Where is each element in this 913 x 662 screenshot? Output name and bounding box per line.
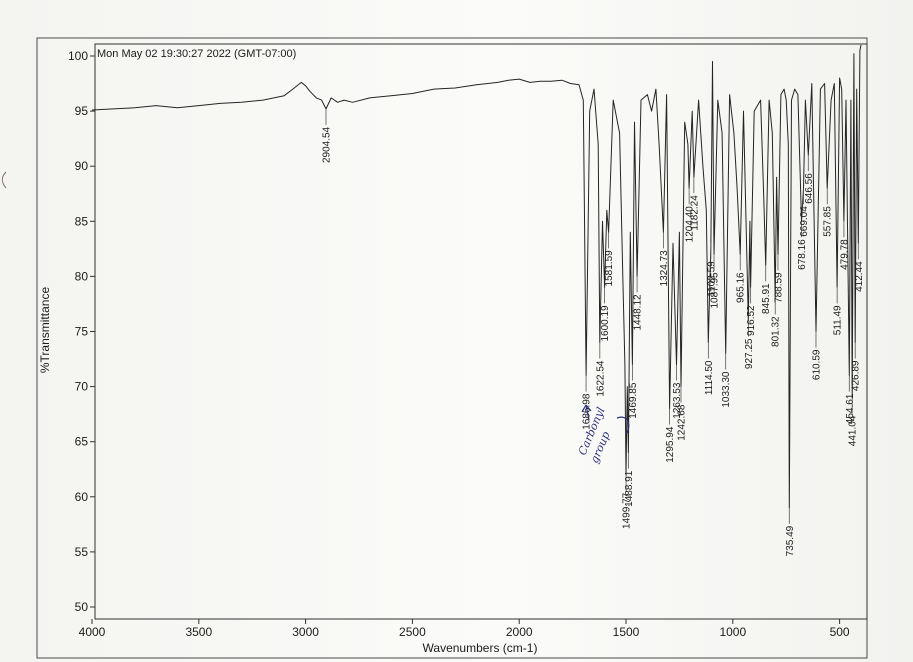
peak-label: 669.04 [799,206,810,237]
peak-label: 1499.77 [622,492,633,529]
x-tick-label: 2500 [399,625,426,639]
y-tick-label: 60 [75,490,89,504]
y-tick-label: 85 [75,214,89,228]
y-tick-label: 75 [75,325,89,339]
y-tick-label: 50 [75,600,89,614]
peak-label: 1033.30 [721,371,732,408]
y-tick-label: 70 [75,380,89,394]
x-tick-label: 1500 [613,625,640,639]
timestamp-header: Mon May 02 19:30:27 2022 (GMT-07:00) [97,48,296,60]
note-arrow [581,404,592,421]
x-tick-label: 4000 [79,625,106,639]
y-axis-ticks: 50 55 60 65 70 75 80 85 90 95 100 [68,49,95,614]
peak-label: 610.59 [812,349,823,380]
y-tick-label: 90 [75,159,89,173]
peak-label: 1263.53 [672,382,683,419]
peak-label: 1114.50 [704,360,715,395]
peak-label: 646.56 [804,173,815,204]
peak-label: 1600.19 [600,305,611,342]
peak-label-layer: 2904.541686.981622.541600.191581.591499.… [322,108,865,556]
spectrum-series [91,44,862,509]
peak-label: 1182.24 [689,195,700,231]
peak-label: 1324.73 [659,250,670,287]
peak-label: 1581.59 [604,250,615,287]
peak-label: 678.16 [797,239,808,270]
y-tick-label: 95 [75,104,89,118]
spectrum-line [91,44,862,509]
peak-label: 788.59 [774,272,785,303]
peak-label: 412.44 [854,261,865,292]
x-tick-label: 3500 [185,625,212,639]
peak-label: 965.16 [736,272,747,303]
peak-label: 1242.68 [677,404,688,441]
x-tick-label: 3000 [292,625,319,639]
x-tick-label: 1000 [719,625,746,639]
peak-label: 511.49 [833,305,844,335]
y-tick-label: 65 [75,435,89,449]
peak-label: 1102.59 [706,261,717,297]
peak-label: 927.25 [744,338,755,369]
peak-label: 735.49 [785,525,796,556]
note-bracket [616,416,630,435]
scan-artifact [1,171,7,189]
peak-label: 801.32 [771,316,782,347]
peak-label: 845.91 [761,283,772,314]
x-axis-title: Wavenumbers (cm-1) [423,641,538,655]
peak-label: 2904.54 [322,126,333,163]
peak-label: 1622.54 [595,360,606,397]
y-tick-label: 100 [68,49,88,63]
peak-label: 1087.95 [710,272,721,309]
peak-label: 916.52 [746,305,757,336]
peak-label: 479.78 [839,239,850,270]
x-tick-label: 2000 [506,625,533,639]
outer-frame [36,37,868,659]
y-axis-title: %Transmittance [38,287,52,374]
peak-label: 454.61 [845,393,856,424]
peak-label: 441.04 [848,415,859,446]
x-tick-label: 500 [830,625,850,639]
peak-label: 426.89 [851,360,862,391]
y-tick-label: 80 [75,269,89,283]
peak-label: 1204.40 [685,206,696,243]
peak-label: 1295.94 [665,426,676,463]
peak-label: 1488.91 [624,470,635,507]
peak-label: 557.85 [823,206,834,237]
x-axis-ticks: 4000 3500 3000 2500 2000 1500 1000 500 [79,619,850,639]
peak-label: 1469.85 [628,382,639,419]
peak-label: 1448.12 [633,294,644,331]
y-tick-label: 55 [75,545,89,559]
